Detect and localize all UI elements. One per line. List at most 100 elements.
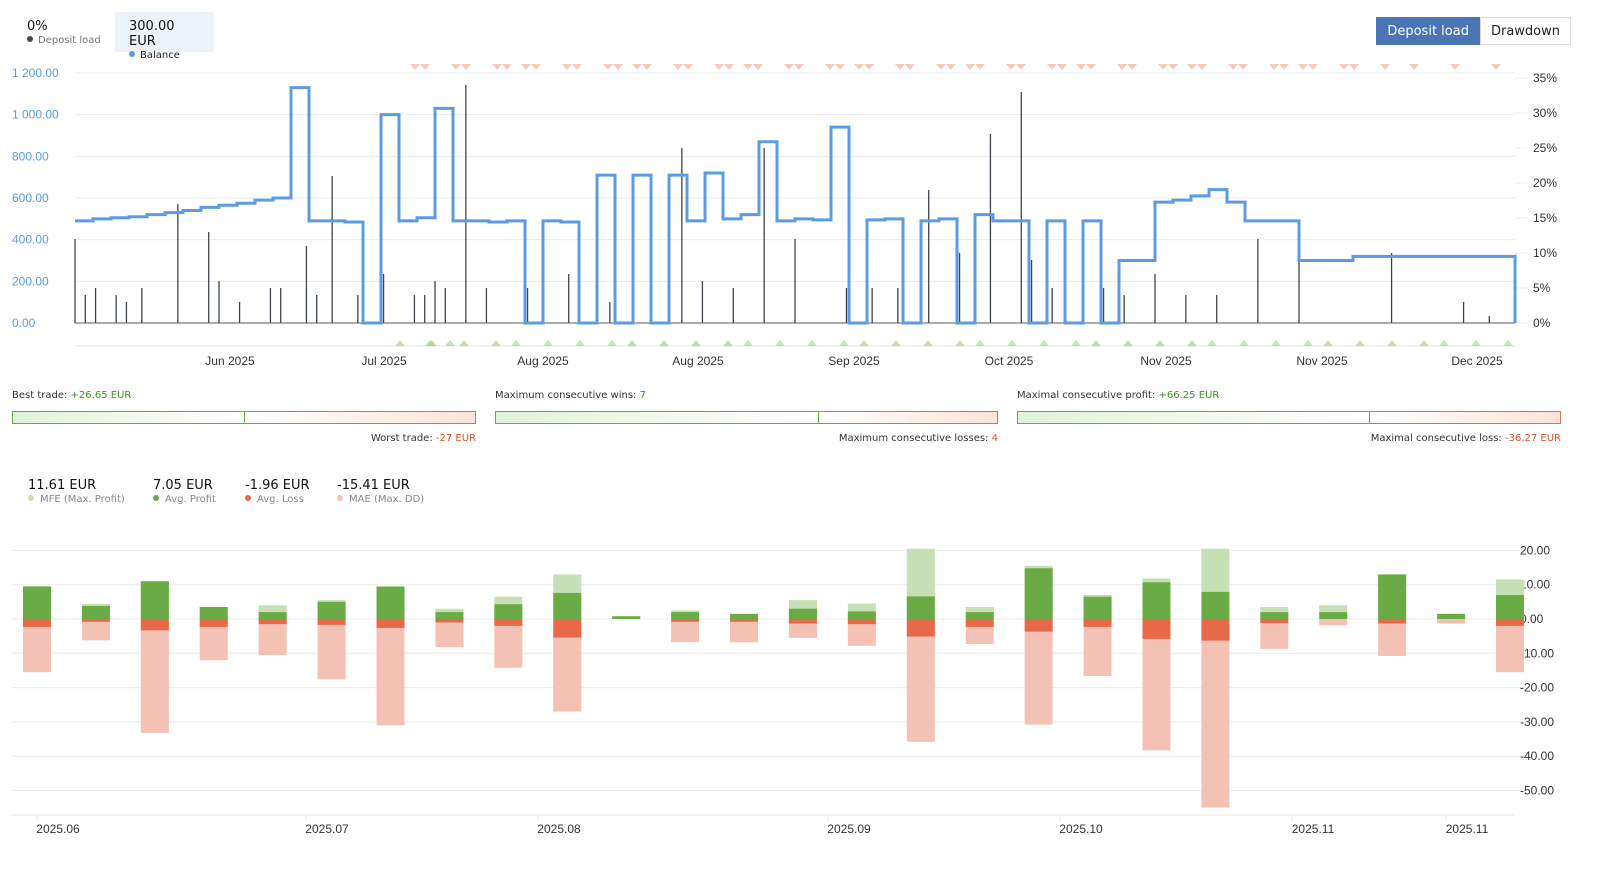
avg-profit-bar <box>906 596 935 619</box>
mae-dot-icon <box>337 495 343 501</box>
mae-bar <box>1496 619 1524 673</box>
win-marker-icon <box>1155 340 1165 346</box>
x-tick-label: 2025.07 <box>305 822 349 836</box>
avg-loss-label: Avg. Loss <box>257 494 304 505</box>
win-marker-icon <box>1323 340 1333 346</box>
loss-marker-icon <box>753 64 763 70</box>
loss-marker-icon <box>1380 64 1390 70</box>
loss-marker-icon <box>1127 64 1137 70</box>
mae-label: MAE (Max. DD) <box>349 494 425 505</box>
best-trade-value: +26.65 EUR <box>70 390 132 401</box>
avg-profit-bar <box>435 612 464 619</box>
avg-profit-bar <box>494 604 523 619</box>
balance-label: Balance <box>140 50 180 61</box>
avg-profit-bar <box>1319 612 1348 619</box>
avg-loss-bar <box>1496 619 1524 626</box>
mae-bar <box>671 619 700 642</box>
loss-marker-icon <box>502 64 512 70</box>
max-loss-value: -36.27 EUR <box>1504 433 1561 444</box>
legend-avg-profit[interactable]: 7.05 EUR Avg. Profit <box>153 478 216 505</box>
win-marker-icon <box>1271 340 1281 346</box>
loss-marker-icon <box>572 64 582 70</box>
win-marker-icon <box>395 340 405 346</box>
win-marker-icon <box>1303 340 1313 346</box>
avg-loss-bar <box>1378 619 1407 624</box>
x-tick-label: 2025.09 <box>827 822 871 836</box>
profit-loss-bar <box>1017 411 1561 424</box>
loss-marker-icon <box>835 64 845 70</box>
win-marker-icon <box>425 340 435 346</box>
legend-mae[interactable]: -15.41 EUR MAE (Max. DD) <box>337 478 424 505</box>
balance-value: 300.00 EUR <box>129 19 175 49</box>
balance-dot-icon <box>129 51 135 57</box>
win-marker-icon <box>1207 340 1217 346</box>
deposit-load-button[interactable]: Deposit load <box>1376 17 1480 45</box>
loss-marker-icon <box>613 64 623 70</box>
best-trade-bar <box>12 411 245 424</box>
win-marker-icon <box>1439 340 1449 346</box>
loss-marker-icon <box>451 64 461 70</box>
win-marker-icon <box>807 340 817 346</box>
max-profit-label: Maximal consecutive profit: <box>1017 390 1156 401</box>
loss-marker-icon <box>1168 64 1178 70</box>
drawdown-button[interactable]: Drawdown <box>1479 17 1571 45</box>
loss-marker-icon <box>946 64 956 70</box>
y-tick-label: 0.00 <box>1520 612 1544 626</box>
x-tick-label: 2025.10 <box>1059 822 1103 836</box>
loss-marker-icon <box>1349 64 1359 70</box>
loss-marker-icon <box>1117 64 1127 70</box>
legend-balance[interactable]: 300.00 EUR Balance <box>115 12 214 61</box>
avg-loss-bar <box>553 619 582 638</box>
deposit-load-label: Deposit load <box>38 35 101 46</box>
loss-marker-icon <box>895 64 905 70</box>
mae-bar <box>1142 619 1171 751</box>
y-left-tick-label: 200.00 <box>12 274 49 288</box>
avg-profit-bar <box>81 605 110 619</box>
win-marker-icon <box>659 340 669 346</box>
avg-loss-bar <box>847 619 876 625</box>
y-tick-label: 20.00 <box>1520 543 1550 557</box>
win-marker-icon <box>955 340 965 346</box>
max-profit-title: Maximal consecutive profit: +66.25 EUR <box>1017 390 1219 401</box>
loss-marker-icon <box>1491 64 1501 70</box>
y-tick-label: -10.00 <box>1520 646 1554 660</box>
avg-loss-value: -1.96 EUR <box>245 478 310 493</box>
mae-bar <box>494 619 523 668</box>
avg-profit-bar <box>730 613 759 619</box>
loss-marker-icon <box>825 64 835 70</box>
worst-trade-value: -27 EUR <box>435 433 476 444</box>
win-marker-icon <box>1091 340 1101 346</box>
avg-profit-bar <box>1437 613 1466 619</box>
y-right-tick-label: 10% <box>1533 246 1557 260</box>
loss-marker-icon <box>794 64 804 70</box>
loss-marker-icon <box>632 64 642 70</box>
avg-loss-bar <box>671 619 700 622</box>
loss-marker-icon <box>936 64 946 70</box>
win-marker-icon <box>543 340 553 346</box>
loss-marker-icon <box>1016 64 1026 70</box>
loss-marker-icon <box>864 64 874 70</box>
loss-marker-icon <box>1076 64 1086 70</box>
x-tick-label: 2025.11 <box>1446 822 1489 836</box>
max-losses-value: 4 <box>991 433 998 444</box>
x-tick-label: Nov 2025 <box>1296 354 1348 368</box>
y-right-tick-label: 15% <box>1533 211 1557 225</box>
avg-profit-value: 7.05 EUR <box>153 478 213 493</box>
avg-loss-bar <box>317 619 346 625</box>
legend-mfe[interactable]: 11.61 EUR MFE (Max. Profit) <box>28 478 125 505</box>
win-marker-icon <box>1039 340 1049 346</box>
avg-profit-bar <box>1260 612 1289 619</box>
mae-bar <box>23 619 51 673</box>
loss-marker-icon <box>1057 64 1067 70</box>
legend-avg-loss[interactable]: -1.96 EUR Avg. Loss <box>245 478 310 505</box>
max-loss-label: Maximal consecutive loss: <box>1370 433 1502 444</box>
mae-bar <box>1201 619 1230 808</box>
loss-marker-icon <box>724 64 734 70</box>
legend-deposit-load[interactable]: 0% Deposit load <box>13 12 115 52</box>
y-left-tick-label: 0.00 <box>12 316 36 330</box>
avg-profit-bar <box>199 606 228 619</box>
avg-profit-bar <box>1201 591 1230 619</box>
avg-profit-bar <box>1024 568 1053 619</box>
win-marker-icon <box>1387 340 1397 346</box>
avg-profit-label: Avg. Profit <box>165 494 216 505</box>
